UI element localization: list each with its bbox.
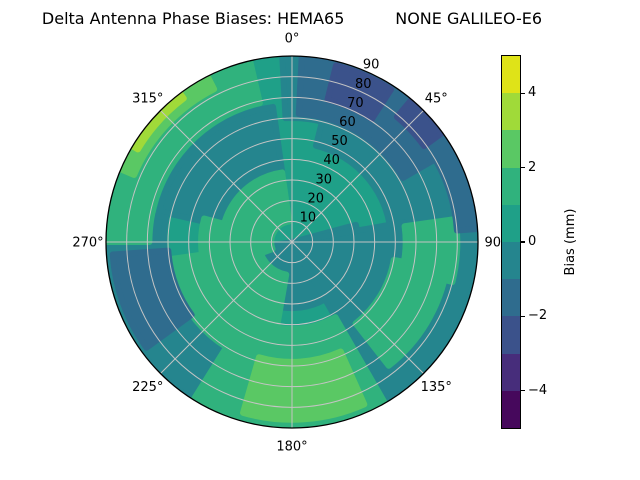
colorbar-segment [502, 390, 520, 428]
angle-gridline [160, 241, 293, 374]
colorbar-tick-label: 2 [528, 159, 537, 175]
colorbar-tick [521, 92, 525, 94]
contour-region-top-right-navy-patch [324, 62, 395, 122]
radial-tick-label: 70 [347, 96, 364, 111]
radial-tick-label: 60 [339, 115, 356, 130]
radial-tick-label: 80 [355, 77, 372, 92]
colorbar-tick [521, 241, 525, 243]
angle-gridline [291, 110, 424, 243]
angle-gridline [160, 110, 293, 243]
colorbar-tick [521, 315, 525, 317]
colorbar-tick [521, 390, 525, 392]
angle-gridline [291, 241, 424, 374]
angle-tick-label: 45° [425, 91, 448, 106]
angle-tick-label: 0° [285, 32, 300, 47]
colorbar-tick-label: −2 [528, 308, 548, 324]
angle-tick-label: 135° [421, 380, 452, 395]
colorbar-segment [502, 204, 520, 242]
polar-spine [105, 55, 479, 429]
angle-tick-label: 270° [72, 236, 103, 251]
radial-tick-label: 20 [308, 191, 325, 206]
colorbar-tick-label: 4 [528, 85, 537, 101]
radial-tick-label: 10 [300, 210, 317, 225]
colorbar-segment [502, 353, 520, 391]
colorbar-tick-label: 0 [528, 234, 537, 249]
colorbar [501, 55, 521, 429]
radial-tick-label: 30 [315, 172, 332, 187]
contour-region-bottom-bright-green-patch [240, 348, 368, 423]
radial-tick-label: 90 [363, 58, 380, 73]
colorbar-segment [502, 56, 520, 94]
angle-tick-label: 315° [132, 91, 163, 106]
colorbar-segment [502, 279, 520, 317]
colorbar-segment [502, 316, 520, 354]
colorbar-segment [502, 130, 520, 168]
radial-tick-label: 50 [331, 134, 348, 149]
colorbar-axis-label: Bias (mm) [563, 208, 578, 276]
colorbar-segment [502, 241, 520, 280]
angle-tick-label: 225° [132, 380, 163, 395]
radial-tick-label: 40 [323, 153, 340, 168]
colorbar-segment [502, 167, 520, 205]
angle-tick-label: 180° [276, 440, 307, 455]
colorbar-segment [502, 93, 520, 131]
colorbar-tick [521, 167, 525, 169]
chart-title: Delta Antenna Phase Biases: HEMA65 NONE … [41, 9, 543, 28]
colorbar-tick-label: −4 [528, 382, 548, 398]
